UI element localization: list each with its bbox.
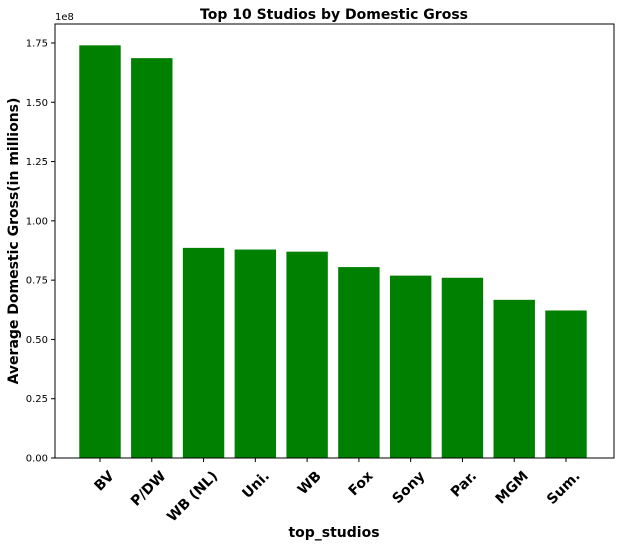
x-axis-label: top_studios <box>288 525 379 541</box>
y-axis-offset-label: 1e8 <box>55 12 74 23</box>
bar-p-dw <box>131 58 173 459</box>
y-axis-ticks: 0.00 0.25 0.50 0.75 1.00 1.25 1.50 1.75 <box>26 38 55 465</box>
bar-par <box>441 277 484 458</box>
plot-frame <box>54 23 615 459</box>
bar-wb-nl <box>182 247 225 458</box>
y-tick-label: 0.00 <box>26 454 48 465</box>
y-tick-label: 0.25 <box>26 394 48 405</box>
bar-sony <box>389 275 432 458</box>
bars-group <box>79 45 587 459</box>
chart-title: Top 10 Studios by Domestic Gross <box>200 7 468 23</box>
y-tick-label: 0.50 <box>26 335 48 346</box>
bar-fox <box>338 267 380 458</box>
y-axis-label: Average Domestic Gross(in millions) <box>6 98 22 385</box>
y-tick-label: 1.75 <box>26 38 48 49</box>
y-tick-label: 1.50 <box>26 98 48 109</box>
bar-sum <box>545 310 587 458</box>
bar-mgm <box>493 299 535 458</box>
y-tick-label: 0.75 <box>26 276 48 287</box>
bar-wb <box>286 251 328 458</box>
y-tick-label: 1.25 <box>26 157 48 168</box>
y-tick-label: 1.00 <box>26 216 48 227</box>
bar-uni <box>234 249 277 458</box>
bar-bv <box>79 45 121 459</box>
